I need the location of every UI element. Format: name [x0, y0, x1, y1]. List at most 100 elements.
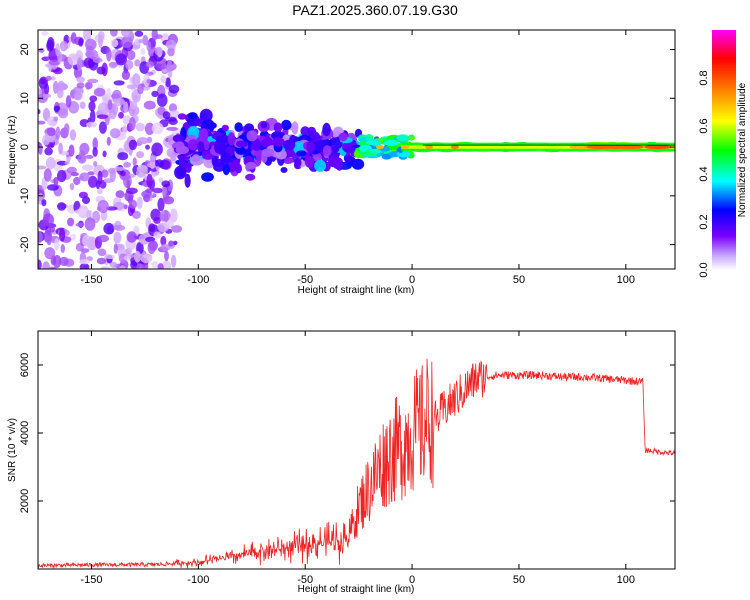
spectrogram-blob — [79, 172, 90, 182]
spectrogram-blob — [93, 161, 98, 167]
spectrogram-blob — [70, 32, 77, 44]
snr-x-tick-label: -50 — [297, 574, 313, 586]
spectrogram-blob — [125, 59, 134, 70]
spectrogram-blob — [291, 121, 299, 135]
spectrogram-blob — [136, 151, 145, 159]
spectrogram-blob — [110, 30, 118, 37]
spectrogram-blob — [146, 78, 151, 84]
spectrogram-blob — [79, 259, 91, 265]
spectrogram-blob — [142, 34, 149, 46]
spectrogram-blob — [174, 165, 187, 180]
spectrogram-blob — [86, 236, 96, 251]
spectrogram-peak — [425, 145, 434, 150]
snr-panel: -150 -100 -50 0 50 100 2000 4000 6000 Height of… — [7, 330, 676, 595]
spectrogram-blob — [157, 263, 164, 269]
spectrogram-blob — [87, 171, 95, 176]
snr-y-tick-label: 6000 — [19, 353, 31, 377]
spectrogram-blob — [123, 204, 128, 210]
spectrogram-x-tick-label: 50 — [513, 274, 525, 286]
spectrogram-blobs — [38, 30, 675, 269]
colorbar-ticks: 0.0 0.2 0.4 0.6 0.8 — [698, 70, 710, 277]
spectrogram-peak — [643, 145, 672, 150]
spectrogram-blob — [96, 66, 106, 75]
spectrogram-blob — [245, 161, 257, 170]
spectrogram-frame — [37, 29, 676, 270]
spectrogram-blob — [338, 132, 348, 142]
spectrogram-blob — [96, 257, 107, 265]
spectrogram-blob — [155, 166, 160, 171]
spectrogram-blob — [137, 137, 149, 145]
spectrogram-blob — [58, 108, 69, 119]
spectrogram-blob — [251, 138, 261, 152]
spectrogram-blob — [165, 39, 177, 50]
spectrogram-blob — [89, 95, 98, 102]
spectrogram-blob — [168, 84, 180, 94]
spectrogram-blob — [145, 236, 156, 242]
spectrogram-blob — [113, 80, 125, 86]
spectrogram-blob — [109, 128, 121, 139]
spectrogram-blob — [65, 95, 72, 108]
spectrogram-blob — [92, 147, 98, 157]
spectrogram-blob — [102, 150, 107, 158]
spectrogram-blob — [121, 30, 133, 38]
colorbar-tick-label: 0.2 — [698, 214, 710, 229]
spectrogram-blob — [161, 186, 168, 196]
spectrogram-blob — [191, 154, 201, 163]
spectrogram-blob — [67, 53, 79, 66]
spectrogram-blob — [97, 170, 103, 185]
spectrogram-blob — [132, 157, 137, 167]
spectrogram-x-tick-label: 100 — [617, 274, 635, 286]
spectrogram-blob — [177, 113, 187, 120]
spectrogram-blob — [123, 101, 129, 113]
spectrogram-blob — [184, 173, 191, 188]
spectrogram-blob — [160, 75, 167, 84]
spectrogram-blob — [98, 121, 107, 134]
spectrogram-blob — [143, 73, 150, 88]
spectrogram-blob — [45, 157, 56, 170]
spectrogram-blob — [97, 234, 110, 243]
spectrogram-blob — [106, 47, 112, 62]
spectrogram-blob — [138, 233, 150, 245]
spectrogram-y-tick-label: -20 — [19, 237, 31, 253]
spectrogram-blob — [134, 30, 144, 37]
spectrogram-blob — [78, 38, 84, 47]
spectrogram-blob — [171, 225, 178, 231]
snr-x-tick-label: -150 — [80, 574, 102, 586]
spectrogram-blob — [381, 153, 392, 160]
spectrogram-blob — [168, 103, 178, 113]
spectrogram-blob — [365, 140, 381, 146]
spectrogram-blob — [384, 139, 399, 147]
spectrogram-blob — [87, 78, 99, 84]
spectrogram-blob — [54, 238, 60, 251]
spectrogram-blob — [109, 61, 118, 69]
spectrogram-blob — [73, 176, 81, 186]
spectrogram-blob — [100, 266, 111, 269]
spectrogram-blob — [306, 141, 316, 154]
spectrogram-blob — [145, 144, 150, 150]
spectrogram-x-tick-label: 0 — [409, 274, 415, 286]
spectrogram-blob — [125, 187, 138, 194]
spectrogram-blob — [69, 129, 77, 141]
spectrogram-blob — [123, 162, 131, 168]
spectrogram-blob — [327, 155, 341, 168]
spectrogram-blob — [261, 148, 275, 157]
snr-x-tick-label: -100 — [187, 574, 209, 586]
spectrogram-blob — [146, 40, 152, 52]
spectrogram-blob — [79, 142, 90, 155]
spectrogram-blob — [105, 254, 115, 259]
spectrogram-blob — [146, 61, 154, 68]
colorbar: 0.0 0.2 0.4 0.6 0.8 Normalized spectral ampl… — [698, 30, 748, 278]
spectrogram-blob — [151, 90, 159, 98]
spectrogram-blob — [53, 176, 59, 186]
spectrogram-y-tick-label: 10 — [19, 92, 31, 104]
spectrogram-blob — [55, 126, 61, 140]
spectrogram-blob — [203, 139, 210, 151]
spectrogram-blob — [128, 117, 136, 131]
spectrogram-blob — [70, 172, 79, 177]
spectrogram-blob — [86, 121, 98, 128]
spectrogram-peak — [616, 145, 645, 150]
spectrogram-blob — [170, 208, 178, 223]
spectrogram-blob — [152, 187, 163, 194]
spectrogram-blob — [170, 155, 177, 161]
spectrogram-blob — [47, 37, 55, 51]
